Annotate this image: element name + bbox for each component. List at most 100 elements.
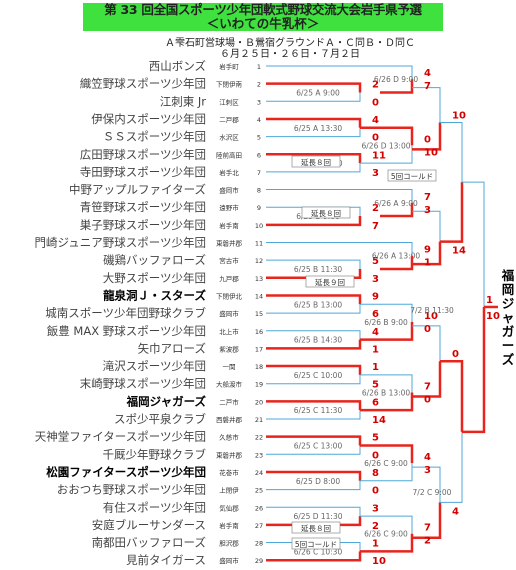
- score: 3: [372, 274, 379, 285]
- team-name: ＳＳスポーツ少年団: [103, 130, 206, 144]
- score: 9: [372, 291, 379, 302]
- team-seed: 10: [255, 222, 263, 230]
- game-schedule: 6/25 C 10:00: [294, 371, 343, 380]
- team-city: 遠野市: [219, 203, 239, 212]
- team-name: 広田野球スポーツ少年団: [80, 147, 206, 161]
- team-city: 気仙郡: [219, 503, 239, 512]
- game-schedule: 6/26 D 13:00: [362, 141, 411, 150]
- team-seed: 17: [255, 345, 263, 353]
- score: 7: [424, 382, 431, 393]
- team-city: 盛岡市: [219, 186, 239, 195]
- team-seed: 18: [255, 363, 263, 371]
- score: 10: [486, 311, 500, 322]
- team-city: 上閉伊: [219, 486, 239, 495]
- bracket-line: [360, 321, 414, 341]
- score: 7: [424, 523, 431, 534]
- team-city: 大船渡市: [216, 380, 243, 389]
- champion-name: 福: [501, 268, 515, 283]
- game-schedule: 6/26 A 13:00: [372, 252, 421, 261]
- game-schedule: 6/25 B 11:30: [294, 265, 343, 274]
- score: 10: [372, 556, 386, 567]
- game-schedule: 6/25 C 13:00: [294, 441, 343, 450]
- game-schedule: 7/2 C 9:00: [413, 488, 452, 497]
- team-seed: 24: [255, 469, 263, 477]
- score: 8: [372, 468, 379, 479]
- team-seed: 14: [255, 292, 263, 300]
- note-text: 延長８回: [301, 523, 331, 533]
- score: 7: [372, 221, 379, 232]
- team-seed: 4: [257, 116, 261, 124]
- team-name: 天神堂ファイタースポーツ少年団: [35, 430, 206, 444]
- team-city: 西磐井郡: [216, 415, 243, 424]
- score: 1: [486, 295, 493, 306]
- note-text: 5回コールド: [295, 540, 337, 549]
- score: 10: [424, 311, 438, 322]
- tournament-subtitle: ＜いわての牛乳杯＞: [206, 16, 320, 31]
- team-seed: 1: [257, 63, 261, 71]
- bracket-line: [440, 182, 464, 243]
- team-name: 南都田バッファローズ: [92, 536, 206, 550]
- bracket-line: [266, 480, 361, 491]
- score: 5: [372, 256, 379, 267]
- bracket-line: [266, 506, 361, 517]
- bracket-line: [412, 325, 441, 362]
- bracket-line: [266, 470, 362, 481]
- team-name: おおつち野球スポーツ少年団: [57, 483, 206, 497]
- score: 4: [424, 452, 431, 463]
- team-city: 一関: [223, 363, 236, 371]
- bracket-line: [266, 259, 361, 269]
- bracket-line: [266, 206, 361, 217]
- bracket-line: [412, 241, 442, 266]
- team-city: 盛岡市: [219, 309, 239, 318]
- team-seed: 27: [255, 522, 263, 530]
- team-city: 岩手町: [219, 62, 239, 71]
- team-seed: 2: [257, 81, 261, 89]
- champion-name: 岡: [502, 282, 515, 297]
- team-name: 西山ボンズ: [149, 59, 206, 73]
- team-city: 胆沢郡: [219, 539, 239, 548]
- game-schedule: 6/25 A 13:30: [294, 124, 343, 133]
- game-schedule: 6/25 A 9:00: [296, 88, 340, 97]
- score: 7: [424, 81, 431, 92]
- dates-info: ６月２５日・２６日・７月２日: [220, 49, 360, 60]
- bracket-line: [266, 410, 361, 420]
- bracket-line: [380, 242, 413, 256]
- score: 14: [452, 246, 466, 257]
- bracket-line: [380, 189, 413, 203]
- team-name: 伊保内スポーツ少年団: [91, 112, 206, 126]
- team-name: 江刺東 Jr: [160, 94, 207, 108]
- game-schedule: 6/25 D 11:30: [294, 512, 343, 521]
- bracket-line: [380, 202, 414, 218]
- bracket-lines: [266, 65, 498, 562]
- team-seed: 25: [255, 487, 263, 495]
- team-city: 北上市: [219, 327, 239, 336]
- team-name: 滝沢スポーツ少年団: [103, 359, 206, 373]
- team-city: 東磐井郡: [216, 239, 243, 248]
- champion-name: ジ: [502, 296, 515, 311]
- game-schedule: 6/25 B 13:00: [294, 300, 343, 309]
- game-schedule: 6/26 C 10:30: [294, 547, 343, 556]
- bracket-line: [462, 306, 486, 434]
- bracket-line: [360, 145, 413, 164]
- note-box: [301, 206, 351, 219]
- score: 10: [452, 111, 466, 122]
- score: 6: [372, 309, 379, 320]
- team-city: 水沢区: [219, 133, 239, 142]
- team-seed: 23: [255, 451, 263, 459]
- team-city: 東磐井郡: [216, 450, 243, 459]
- bracket-line: [360, 126, 414, 146]
- bracket-line: [266, 330, 361, 340]
- bracket-line: [412, 466, 441, 503]
- team-seed: 19: [255, 381, 263, 389]
- team-city: 江刺区: [219, 98, 239, 106]
- teams-layer: 西山ボンズ 岩手町 1 織笠野球スポーツ少年団 下閉伊南 2 江刺東 Jr 江刺区 3 伊保内スポ…: [35, 59, 264, 567]
- score: 9: [424, 245, 431, 256]
- score: 3: [372, 168, 379, 179]
- note-box: [387, 169, 437, 182]
- team-name: 青笹野球スポーツ少年団: [80, 200, 206, 214]
- score: 0: [452, 349, 459, 360]
- note-text: 延長９回: [315, 277, 345, 287]
- team-seed: 16: [255, 328, 263, 336]
- game-schedule: 6/26 A 9:00: [374, 199, 418, 208]
